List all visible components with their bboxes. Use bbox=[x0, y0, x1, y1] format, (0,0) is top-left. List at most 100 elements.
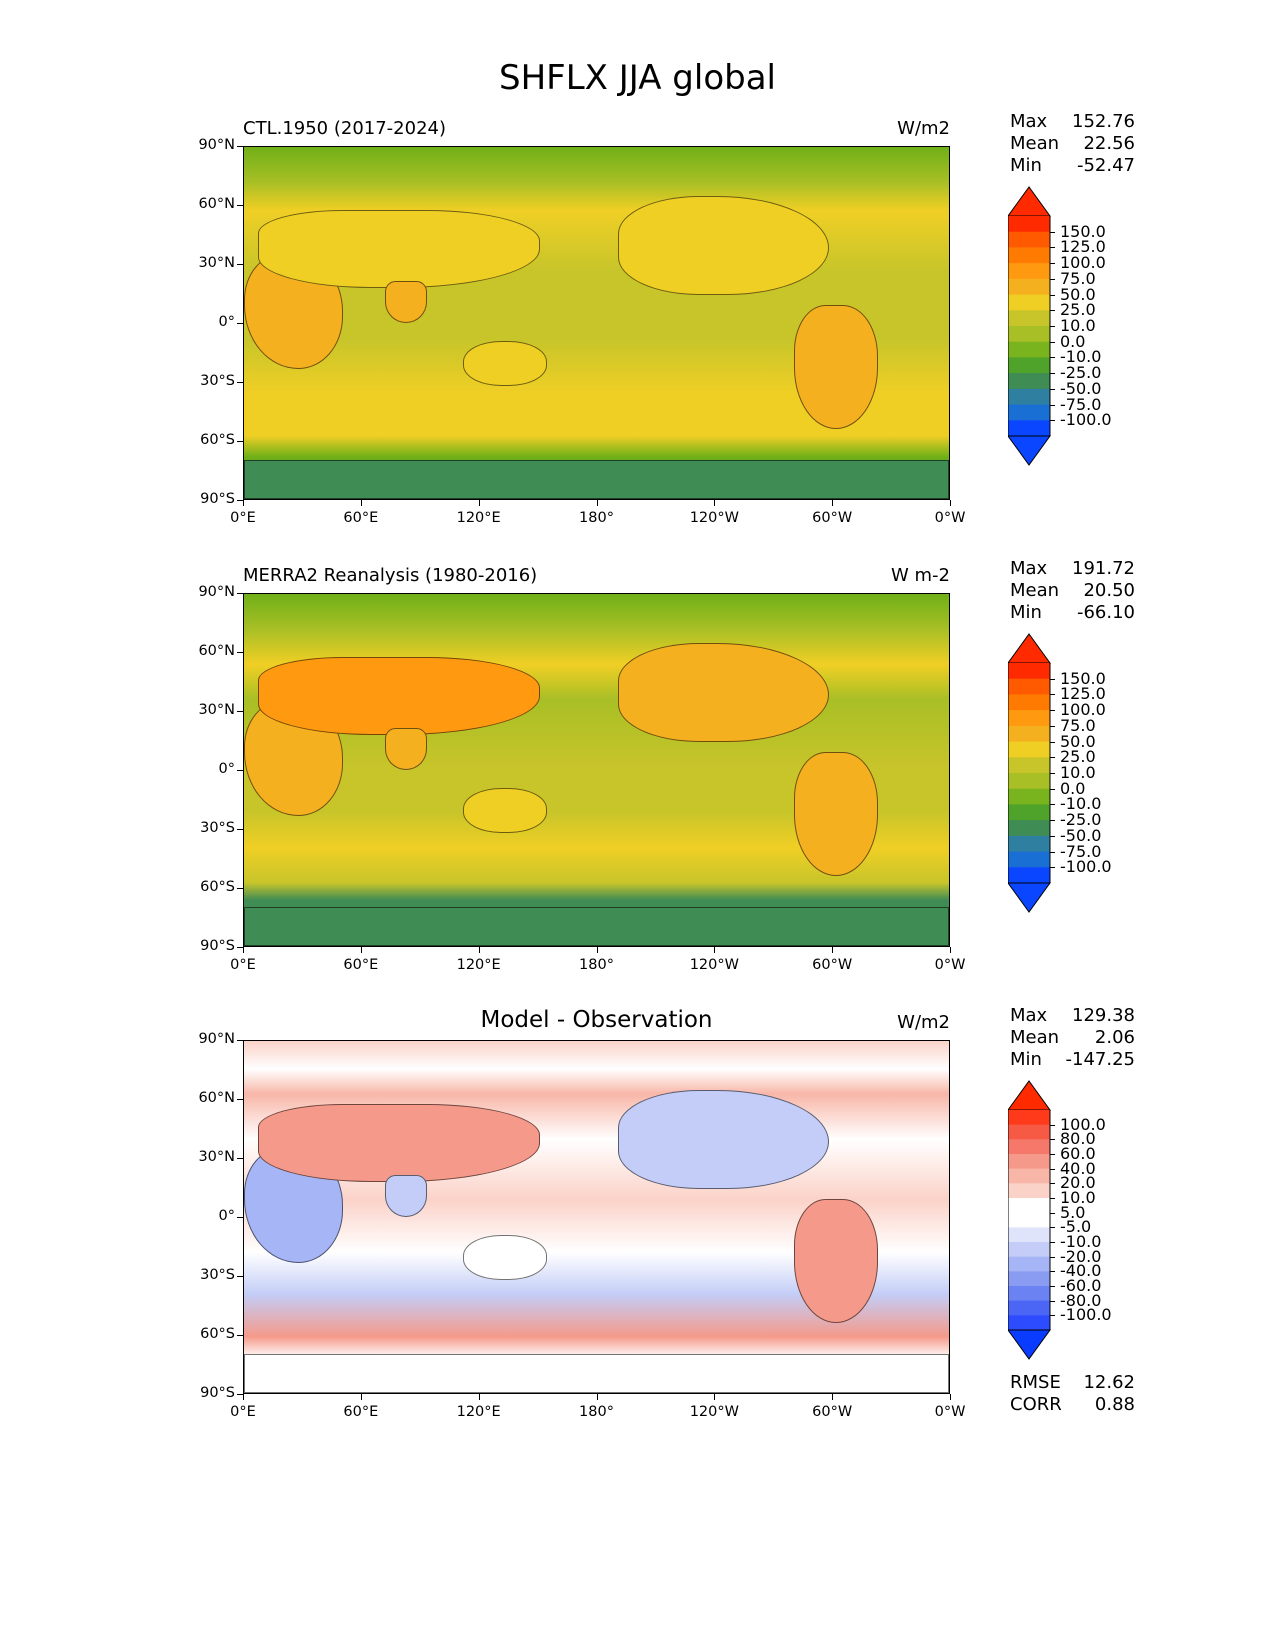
colorbar-segment bbox=[1008, 341, 1050, 358]
stat-label: Min bbox=[1010, 155, 1042, 176]
colorbar-segment bbox=[1008, 788, 1050, 805]
colorbar-tick-label: 80.0 bbox=[1060, 1129, 1096, 1149]
colorbar-segment bbox=[1008, 773, 1050, 790]
colorbar-segment bbox=[1008, 694, 1050, 711]
continent-shape bbox=[617, 1090, 830, 1189]
colorbar-segment bbox=[1008, 310, 1050, 327]
colorbar-tick-mark bbox=[1050, 373, 1055, 375]
lon-tick-mark bbox=[243, 1394, 244, 1400]
colorbar-tick-label: 100.0 bbox=[1060, 700, 1106, 720]
stat-row: Mean 2.06 bbox=[1010, 1027, 1135, 1049]
stat-row: Max 152.76 bbox=[1010, 111, 1135, 133]
continent-shape bbox=[258, 657, 541, 735]
colorbar-tick-mark bbox=[1050, 694, 1055, 696]
lat-tick-mark bbox=[237, 1217, 243, 1218]
lat-tick-label: 0° bbox=[218, 1208, 235, 1224]
colorbar-tick-mark bbox=[1050, 1212, 1055, 1214]
colorbar-segment bbox=[1008, 420, 1050, 437]
colorbar-tick-mark bbox=[1050, 1183, 1055, 1185]
lon-tick-label: 0°W bbox=[934, 957, 966, 973]
colorbar-segment bbox=[1008, 710, 1050, 727]
colorbar-segment bbox=[1008, 326, 1050, 343]
lat-tick-mark bbox=[237, 770, 243, 771]
colorbar-segment bbox=[1008, 1198, 1050, 1214]
colorbar-segment bbox=[1008, 1271, 1050, 1287]
colorbar-over-triangle bbox=[1008, 633, 1051, 664]
continent-shape bbox=[793, 752, 879, 876]
colorbar-tick-mark bbox=[1050, 1198, 1055, 1199]
colorbar-tick-label: -10.0 bbox=[1060, 794, 1102, 814]
colorbar-segment bbox=[1008, 820, 1050, 837]
stat-row: CORR 0.88 bbox=[1010, 1394, 1135, 1416]
colorbar-tick-mark bbox=[1050, 247, 1055, 249]
colorbar-segment bbox=[1008, 804, 1050, 821]
lon-tick-label: 120°E bbox=[456, 957, 501, 973]
colorbar-tick-label: -10.0 bbox=[1060, 1232, 1102, 1251]
colorbar-segment bbox=[1008, 757, 1050, 774]
colorbar-tick-label: 25.0 bbox=[1060, 300, 1096, 320]
continent-shape bbox=[462, 340, 548, 387]
lon-tick-label: 0°E bbox=[230, 510, 256, 526]
colorbar: 150.0 125.0 100.0 75.0 50.0 25.0 10.0 0.0 -10.0-… bbox=[1008, 186, 1138, 466]
lat-tick-mark bbox=[237, 652, 243, 653]
colorbar-tick-mark bbox=[1050, 278, 1055, 280]
lat-tick-mark bbox=[237, 1158, 243, 1159]
continent-shape bbox=[617, 196, 830, 295]
lon-tick-label: 180° bbox=[579, 1404, 614, 1420]
lon-tick-mark bbox=[596, 947, 598, 953]
colorbar-tick-label: 125.0 bbox=[1060, 237, 1106, 257]
colorbar-segment bbox=[1008, 1168, 1050, 1184]
stats-block: Max 129.38 Mean 2.06 Min -147.25 bbox=[1010, 1005, 1135, 1071]
colorbar-tick-label: -10.0 bbox=[1060, 347, 1102, 367]
lat-tick-mark bbox=[237, 146, 243, 147]
colorbar-tick-mark bbox=[1050, 310, 1055, 312]
lat-tick-label: 90°S bbox=[200, 491, 235, 507]
continent-shape bbox=[462, 787, 548, 834]
colorbar-segment bbox=[1008, 404, 1050, 421]
lat-tick-label: 0° bbox=[218, 314, 235, 330]
lon-tick-label: 60°W bbox=[812, 957, 853, 973]
colorbar-over-triangle bbox=[1008, 1080, 1051, 1111]
lon-tick-mark bbox=[950, 1394, 951, 1400]
colorbar-tick-label: -5.0 bbox=[1060, 1217, 1092, 1237]
colorbar-outline bbox=[1008, 1110, 1051, 1330]
colorbar-tick-label: 125.0 bbox=[1060, 684, 1106, 704]
colorbar-tick-mark bbox=[1050, 1139, 1055, 1141]
lat-tick-label: 60°S bbox=[200, 1326, 235, 1342]
lat-tick-mark bbox=[237, 711, 243, 712]
stat-row: Min -147.25 bbox=[1010, 1049, 1135, 1071]
continent-shape bbox=[617, 643, 830, 742]
colorbar-segment bbox=[1008, 1242, 1050, 1258]
lon-tick-label: 60°E bbox=[343, 957, 379, 973]
colorbar-tick-mark bbox=[1050, 1242, 1055, 1243]
lon-tick-mark bbox=[714, 500, 716, 506]
colorbar-tick-label: 60.0 bbox=[1060, 1144, 1096, 1163]
stat-value: -147.25 bbox=[1065, 1049, 1135, 1070]
colorbar-segment bbox=[1008, 678, 1050, 695]
colorbar-segment bbox=[1008, 835, 1050, 853]
colorbar-tick-mark bbox=[1050, 773, 1055, 774]
stat-label: CORR bbox=[1010, 1394, 1062, 1415]
lat-tick-label: 90°S bbox=[200, 1385, 235, 1401]
colorbar-tick-label: -20.0 bbox=[1060, 1246, 1102, 1266]
lon-tick-label: 120°W bbox=[689, 957, 739, 973]
lon-tick-mark bbox=[478, 1394, 480, 1400]
colorbar-segment bbox=[1008, 1110, 1050, 1126]
lon-tick-mark bbox=[950, 500, 951, 506]
colorbar-tick-label: -60.0 bbox=[1060, 1276, 1102, 1295]
lat-tick-mark bbox=[237, 829, 243, 830]
colorbar-tick-mark bbox=[1050, 357, 1055, 359]
colorbar-tick-label: 100.0 bbox=[1060, 253, 1106, 273]
colorbar-tick-label: 10.0 bbox=[1060, 763, 1096, 782]
continent-shape bbox=[244, 460, 949, 499]
stat-label: Mean bbox=[1010, 1027, 1060, 1048]
lat-tick-mark bbox=[237, 593, 243, 594]
lat-tick-label: 30°N bbox=[198, 1149, 235, 1165]
lat-tick-mark bbox=[237, 888, 243, 889]
colorbar-tick-mark bbox=[1050, 231, 1055, 233]
colorbar-segment bbox=[1008, 216, 1050, 233]
colorbar-tick-mark bbox=[1050, 1227, 1055, 1229]
lon-tick-label: 120°W bbox=[689, 1404, 739, 1420]
colorbar-tick-label: 100.0 bbox=[1060, 1114, 1106, 1134]
extra-stats-block: RMSE 12.62 CORR 0.88 bbox=[1010, 1372, 1135, 1416]
